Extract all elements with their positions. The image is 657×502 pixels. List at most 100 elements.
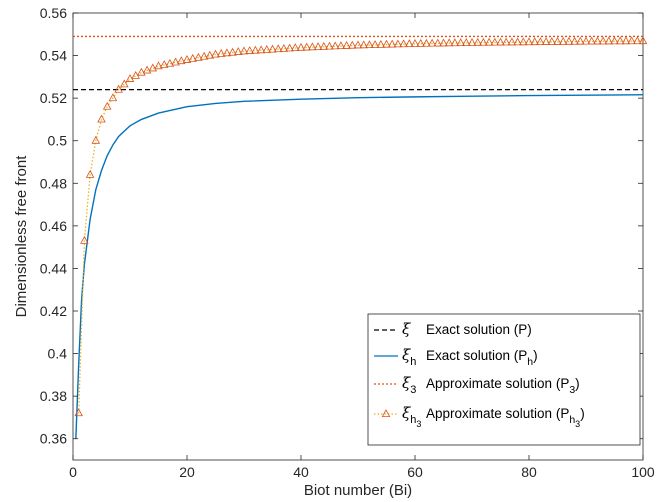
- triangle-marker: [553, 37, 562, 45]
- y-tick-label: 0.46: [40, 218, 67, 234]
- triangle-marker: [581, 36, 591, 45]
- triangle-marker: [108, 93, 118, 102]
- triangle-marker: [159, 60, 169, 68]
- triangle-marker: [541, 37, 551, 45]
- triangle-marker: [422, 38, 431, 47]
- triangle-marker: [393, 39, 403, 48]
- triangle-marker: [633, 36, 642, 45]
- series-layer: [73, 35, 648, 439]
- triangle-marker: [450, 38, 460, 47]
- triangle-marker: [330, 41, 340, 50]
- legend-label: Exact solution (P): [426, 322, 532, 337]
- legend: ξ Exact solution (P) ξh Exact solution (Ph)…: [367, 313, 641, 446]
- triangle-marker: [484, 37, 494, 46]
- y-axis-label: Dimensionless free front: [13, 155, 30, 318]
- series-line-exact-ph: [75, 94, 644, 439]
- triangle-marker: [302, 42, 311, 51]
- triangle-marker: [205, 50, 215, 59]
- triangle-marker: [405, 39, 414, 48]
- triangle-marker: [319, 41, 329, 50]
- x-tick-label: 20: [179, 464, 195, 480]
- triangle-marker: [621, 36, 631, 45]
- triangle-marker: [137, 67, 146, 76]
- triangle-marker: [256, 45, 266, 54]
- y-tick-label: 0.54: [40, 48, 67, 64]
- legend-symbol: ξh: [402, 346, 416, 368]
- y-tick-label: 0.38: [40, 388, 67, 404]
- triangle-marker: [501, 37, 511, 46]
- triangle-marker: [199, 51, 209, 60]
- triangle-marker: [467, 37, 477, 46]
- legend-symbol: ξh3: [402, 404, 421, 429]
- triangle-marker: [473, 37, 482, 46]
- triangle-marker: [524, 37, 534, 46]
- triangle-marker: [80, 235, 89, 244]
- triangle-marker: [593, 36, 602, 45]
- triangle-marker: [365, 40, 374, 49]
- triangle-marker: [313, 42, 323, 50]
- triangle-marker: [348, 40, 357, 49]
- triangle-marker: [427, 38, 437, 47]
- y-tick-label: 0.4: [48, 346, 68, 362]
- triangle-marker: [353, 40, 363, 49]
- y-tick-label: 0.48: [40, 175, 67, 191]
- triangle-marker: [245, 46, 254, 54]
- triangle-marker: [279, 43, 289, 52]
- triangle-marker: [291, 43, 300, 52]
- triangle-marker: [228, 47, 237, 56]
- y-tick-label: 0.5: [48, 133, 68, 149]
- triangle-marker: [182, 54, 192, 63]
- triangle-marker: [216, 49, 226, 57]
- triangle-marker: [416, 38, 425, 47]
- triangle-marker: [296, 42, 306, 51]
- legend-label: Approximate solution (P3): [426, 376, 580, 396]
- x-tick-label: 80: [521, 464, 537, 480]
- triangle-marker: [154, 61, 163, 70]
- triangle-marker: [370, 40, 380, 48]
- x-tick-label: 40: [293, 464, 309, 480]
- triangle-marker: [239, 46, 249, 55]
- triangle-marker: [598, 36, 608, 45]
- triangle-marker: [211, 49, 220, 58]
- triangle-marker: [251, 45, 260, 54]
- triangle-marker: [177, 56, 186, 65]
- triangle-marker: [85, 169, 95, 178]
- triangle-marker: [171, 57, 180, 66]
- triangle-marker: [410, 39, 420, 47]
- triangle-marker: [433, 38, 443, 47]
- legend-symbol: ξ: [402, 320, 411, 338]
- triangle-marker: [536, 37, 545, 46]
- triangle-marker: [308, 42, 317, 51]
- triangle-marker: [638, 36, 648, 45]
- x-tick-label: 0: [69, 464, 77, 480]
- triangle-marker: [97, 114, 106, 123]
- x-axis-label: Biot number (Bi): [304, 482, 412, 499]
- legend-label: Exact solution (Ph): [426, 348, 538, 368]
- y-tick-label: 0.42: [40, 303, 67, 319]
- triangle-marker: [376, 39, 386, 48]
- triangle-marker: [342, 40, 351, 49]
- triangle-marker: [114, 84, 123, 93]
- triangle-marker: [507, 37, 517, 46]
- triangle-marker: [148, 63, 158, 72]
- legend-triangle-marker: [381, 409, 391, 418]
- triangle-marker: [285, 43, 294, 52]
- triangle-marker: [188, 53, 197, 62]
- triangle-marker: [615, 36, 625, 45]
- triangle-marker: [558, 36, 568, 45]
- triangle-marker: [142, 65, 152, 74]
- triangle-marker: [444, 38, 454, 47]
- triangle-marker: [519, 37, 528, 46]
- triangle-marker: [194, 52, 203, 61]
- triangle-marker: [399, 39, 408, 48]
- triangle-marker: [604, 36, 614, 45]
- triangle-marker: [564, 36, 574, 45]
- triangle-marker: [359, 40, 368, 49]
- triangle-marker: [456, 38, 465, 47]
- triangle-marker: [610, 36, 619, 45]
- triangle-marker: [91, 135, 101, 144]
- triangle-marker: [273, 44, 283, 53]
- y-tick-label: 0.36: [40, 431, 67, 447]
- triangle-marker: [439, 38, 448, 47]
